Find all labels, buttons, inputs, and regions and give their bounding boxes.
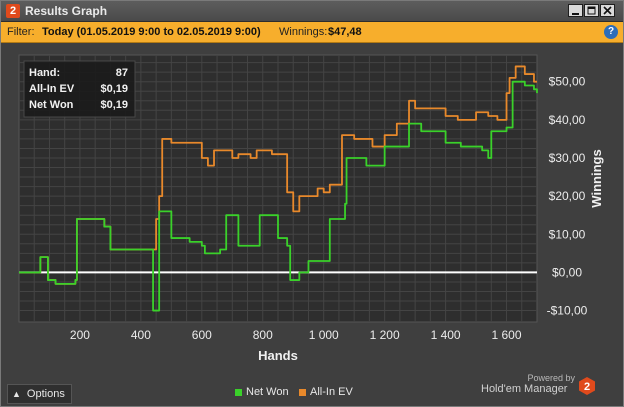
minimize-button[interactable] (568, 4, 583, 17)
x-tick-label: 800 (253, 328, 273, 342)
tooltip-label: Net Won (29, 99, 74, 111)
x-tick-label: 1 200 (370, 328, 400, 342)
legend-label-net-won: Net Won (246, 386, 289, 398)
tooltip-value: 87 (116, 67, 128, 79)
y-tick-label: $50,00 (549, 75, 586, 89)
y-tick-label: $40,00 (549, 113, 586, 127)
help-icon[interactable]: ? (604, 25, 618, 39)
x-tick-label: 200 (70, 328, 90, 342)
window-title: Results Graph (25, 4, 108, 18)
y-tick-label: $20,00 (549, 189, 586, 203)
holdem-manager-logo: 2 (579, 377, 595, 395)
x-tick-label: 1 600 (492, 328, 522, 342)
close-icon (603, 6, 612, 15)
y-tick-label: $30,00 (549, 151, 586, 165)
tooltip-value: $0,19 (100, 99, 128, 111)
app-icon: 2 (6, 4, 20, 18)
y-tick-label: $10,00 (549, 227, 586, 241)
y-tick-label: $0,00 (552, 265, 582, 279)
powered-by-text: Powered by (527, 373, 575, 383)
winnings-value: $47,48 (328, 26, 362, 38)
results-chart[interactable]: 200 400 600 800 1 000 1 200 1 400 1 600 -$10,00 $… (1, 43, 623, 379)
maximize-icon (587, 6, 596, 15)
x-tick-label: 600 (192, 328, 212, 342)
series-line-net-won[interactable] (19, 80, 538, 312)
y-axis-label: Winnings (589, 149, 604, 207)
tooltip-label: Hand: (29, 67, 60, 79)
brand-logo-glyph: 2 (584, 381, 590, 393)
x-tick-label: 400 (131, 328, 151, 342)
x-tick-label: 1 400 (431, 328, 461, 342)
options-button[interactable]: ▲ Options (7, 384, 72, 404)
hover-tooltip (23, 60, 136, 118)
close-button[interactable] (600, 4, 615, 17)
legend-swatch-net-won (235, 388, 242, 396)
filter-label: Filter: (7, 26, 35, 38)
filter-value[interactable]: Today (01.05.2019 9:00 to 02.05.2019 9:0… (42, 26, 261, 38)
x-axis-label: Hands (258, 348, 298, 363)
legend-swatch-all-in-ev (299, 388, 306, 396)
tooltip-label: All-In EV (29, 83, 75, 95)
winnings-label: Winnings: (279, 26, 328, 38)
legend-item-all-in-ev[interactable]: All-In EV (299, 386, 353, 398)
options-label: Options (26, 388, 65, 400)
tooltip-value: $0,19 (100, 83, 128, 95)
maximize-button[interactable] (584, 4, 599, 17)
x-tick-label: 1 000 (309, 328, 339, 342)
filter-bar[interactable]: Filter: Today (01.05.2019 9:00 to 02.05.… (1, 22, 623, 43)
legend-item-net-won[interactable]: Net Won (235, 386, 289, 398)
minimize-icon (572, 13, 579, 15)
title-bar[interactable]: 2 Results Graph (1, 1, 623, 22)
brand-name: Hold'em Manager (481, 383, 568, 395)
bottom-bar: ▲ Options Net Won All-In EV Powered by Ho… (1, 373, 623, 406)
y-tick-label: -$10,00 (547, 304, 588, 318)
chevron-up-icon: ▲ (12, 389, 21, 399)
legend-label-all-in-ev: All-In EV (310, 386, 353, 398)
